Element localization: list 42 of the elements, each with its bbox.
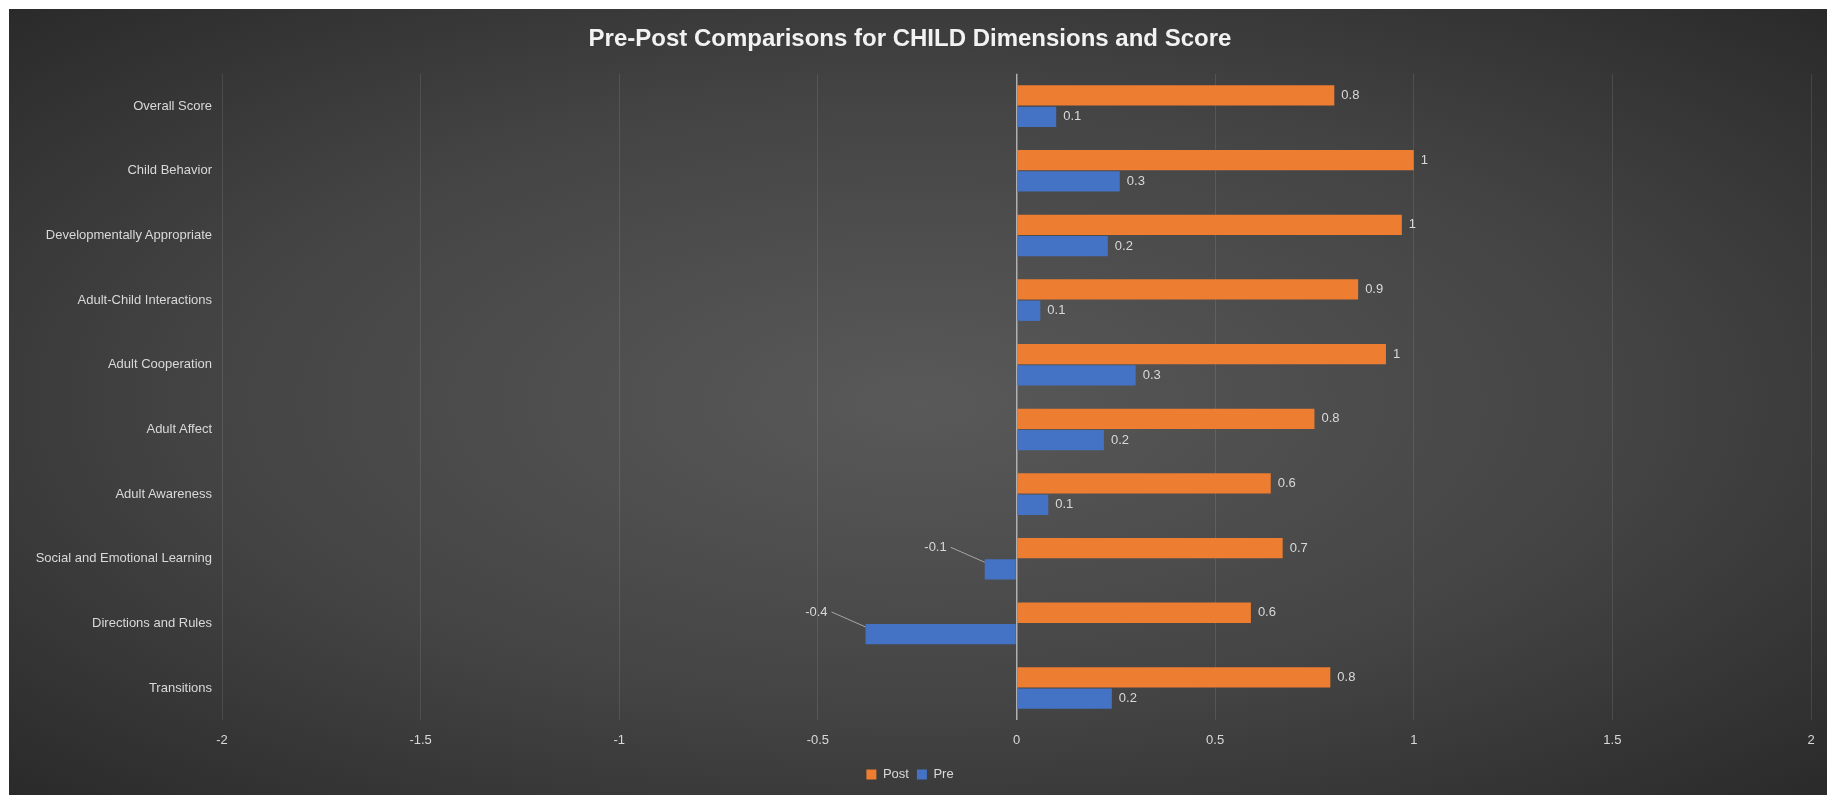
data-label: 0.3 xyxy=(1142,367,1161,383)
data-label: 0.2 xyxy=(1114,237,1133,253)
data-label: 0.6 xyxy=(1257,604,1276,620)
data-label: 0.2 xyxy=(1110,431,1129,447)
y-tick-label: Child Behavior xyxy=(127,162,213,178)
data-label: 1 xyxy=(1392,345,1401,361)
x-tick-label: -0.5 xyxy=(806,731,830,747)
x-tick-label: 2 xyxy=(1807,731,1815,747)
y-tick-label: Adult-Child Interactions xyxy=(77,291,213,307)
legend-label: Pre xyxy=(933,766,954,782)
x-tick-label: -1 xyxy=(613,731,626,747)
data-label: 0.2 xyxy=(1118,690,1137,706)
x-tick-label: 0.5 xyxy=(1206,731,1225,747)
y-tick-label: Developmentally Appropriate xyxy=(45,227,212,243)
legend-label: Post xyxy=(882,766,910,782)
y-tick-label: Adult Cooperation xyxy=(107,356,212,372)
y-tick-label: Directions and Rules xyxy=(92,614,213,630)
x-tick-label: 0 xyxy=(1012,731,1021,747)
data-label: 0.3 xyxy=(1126,173,1145,189)
data-label: 1 xyxy=(1420,151,1428,167)
data-label: 1 xyxy=(1408,216,1417,232)
data-label: 0.1 xyxy=(1055,496,1074,512)
y-tick-label: Transitions xyxy=(148,679,213,695)
data-label: 0.1 xyxy=(1063,108,1082,124)
data-label: 0.9 xyxy=(1365,281,1384,297)
y-tick-label: Overall Score xyxy=(133,97,212,113)
x-tick-label: -2 xyxy=(216,731,228,747)
data-label: 0.6 xyxy=(1277,475,1296,490)
x-tick-label: 1.5 xyxy=(1603,731,1622,747)
data-label: 0.1 xyxy=(1047,302,1066,318)
data-label: 0.8 xyxy=(1321,410,1340,426)
y-tick-label: Adult Affect xyxy=(146,421,213,437)
chart-title: Pre-Post Comparisons for CHILD Dimensions and Score xyxy=(588,24,1232,52)
data-label: 0.8 xyxy=(1337,668,1356,684)
x-tick-label: 1 xyxy=(1410,731,1418,747)
data-label: -0.4 xyxy=(805,603,828,619)
data-label: -0.1 xyxy=(924,538,947,554)
y-tick-label: Social and Emotional Learning xyxy=(35,550,212,566)
data-label: 0.7 xyxy=(1289,539,1308,555)
x-tick-label: -1.5 xyxy=(409,731,432,747)
data-label: 0.8 xyxy=(1341,87,1360,103)
y-tick-label: Adult Awareness xyxy=(115,485,213,501)
